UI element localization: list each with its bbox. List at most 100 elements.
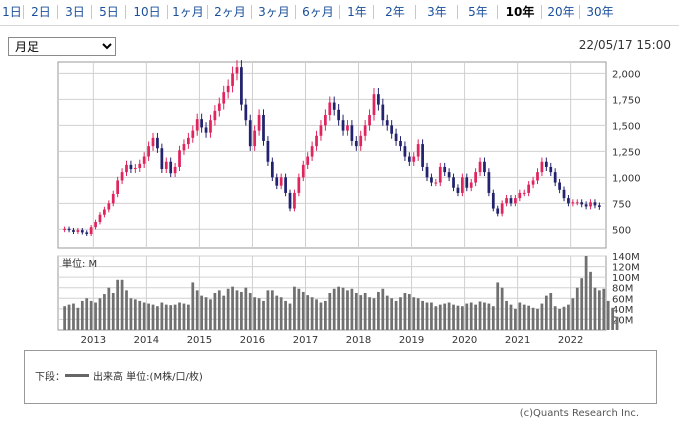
candle-body xyxy=(151,137,155,147)
candle-body xyxy=(553,172,557,183)
tab-separator xyxy=(167,5,168,19)
volume-bar xyxy=(103,294,106,330)
tab-10年[interactable]: 10年 xyxy=(505,5,535,19)
volume-bar xyxy=(368,297,371,330)
volume-bar xyxy=(107,287,111,330)
tab-5年[interactable]: 5年 xyxy=(468,5,488,19)
candle-body xyxy=(301,164,305,178)
volume-bar xyxy=(200,295,203,330)
candle-body xyxy=(310,146,314,157)
volume-bar xyxy=(399,297,402,330)
candle-body xyxy=(412,156,416,162)
volume-bar xyxy=(89,300,93,330)
tab-3ヶ月[interactable]: 3ヶ月 xyxy=(258,5,290,19)
volume-bar xyxy=(461,306,464,330)
candle-body xyxy=(443,166,447,173)
volume-bar xyxy=(456,305,460,330)
candle-body xyxy=(98,214,102,223)
candle-body xyxy=(270,161,274,178)
volume-bar xyxy=(94,302,97,330)
candle-body xyxy=(531,180,535,185)
volume-bar xyxy=(416,298,420,330)
candle-body xyxy=(324,114,327,126)
tab-2ヶ月[interactable]: 2ヶ月 xyxy=(214,5,246,19)
volume-bar xyxy=(209,299,212,330)
candle-body xyxy=(195,119,199,131)
candle-body xyxy=(257,114,261,131)
tab-30年[interactable]: 30年 xyxy=(586,5,614,19)
volume-bar xyxy=(527,305,531,330)
candle-body xyxy=(434,182,438,184)
candle-body xyxy=(571,202,575,204)
candle-body xyxy=(359,135,363,147)
candle-body xyxy=(438,166,442,183)
candle-body xyxy=(142,156,146,164)
candle-body xyxy=(562,189,566,199)
volume-bar xyxy=(169,305,173,330)
volume-bar xyxy=(536,308,539,330)
tab-1日[interactable]: 1日 xyxy=(2,5,22,19)
candle-body xyxy=(94,222,97,228)
volume-bar xyxy=(80,300,84,330)
candle-body xyxy=(187,137,190,145)
volume-bar xyxy=(142,302,146,330)
volume-bar xyxy=(350,288,354,330)
volume-bar xyxy=(111,293,115,330)
price-tick-label: 1,000 xyxy=(612,173,641,184)
volume-bar xyxy=(598,290,601,330)
tab-3日[interactable]: 3日 xyxy=(65,5,85,19)
candle-body xyxy=(544,161,548,167)
volume-bar xyxy=(430,302,433,330)
candle-body xyxy=(328,102,332,115)
candle-body xyxy=(200,119,203,128)
year-tick-label: 2018 xyxy=(346,335,371,346)
candle-body xyxy=(209,120,212,133)
volume-bar xyxy=(279,297,283,330)
tab-5日[interactable]: 5日 xyxy=(99,5,119,19)
candle-body xyxy=(363,125,367,136)
candle-body xyxy=(76,230,80,232)
candle-body xyxy=(319,125,323,136)
candle-body xyxy=(580,202,584,205)
candle-body xyxy=(284,177,287,193)
volume-bar xyxy=(558,308,561,330)
candle-body xyxy=(549,166,553,173)
volume-bar xyxy=(125,290,128,330)
volume-bar xyxy=(580,278,584,330)
tab-10日[interactable]: 10日 xyxy=(133,5,161,19)
candle-body xyxy=(147,146,150,157)
volume-bar xyxy=(116,279,120,330)
candle-body xyxy=(85,232,89,234)
candle-body xyxy=(341,120,345,131)
candle-body xyxy=(394,133,398,141)
candle-body xyxy=(527,184,531,193)
volume-bar xyxy=(447,302,451,330)
tab-separator xyxy=(339,5,340,19)
price-tick-label: 1,500 xyxy=(612,121,641,132)
volume-bar xyxy=(443,303,447,330)
tab-separator xyxy=(91,5,92,19)
candle-body xyxy=(368,114,371,126)
volume-bar xyxy=(562,306,566,330)
candle-interval-select[interactable]: 月足 xyxy=(8,37,116,56)
volume-bar xyxy=(270,290,274,330)
tab-1ヶ月[interactable]: 1ヶ月 xyxy=(172,5,204,19)
candle-body xyxy=(522,192,526,194)
volume-bar xyxy=(178,302,181,330)
tab-3年[interactable]: 3年 xyxy=(427,5,447,19)
tab-2年[interactable]: 2年 xyxy=(385,5,405,19)
tab-1年[interactable]: 1年 xyxy=(347,5,367,19)
volume-bar xyxy=(390,298,394,330)
candle-body xyxy=(262,114,265,141)
tab-20年[interactable]: 20年 xyxy=(547,5,575,19)
volume-bar xyxy=(319,302,323,330)
candle-body xyxy=(421,144,424,167)
volume-bar xyxy=(257,298,261,330)
year-tick-label: 2015 xyxy=(187,335,212,346)
candle-body xyxy=(589,202,592,207)
candle-body xyxy=(213,110,217,121)
tab-6ヶ月[interactable]: 6ヶ月 xyxy=(302,5,334,19)
volume-bar xyxy=(509,304,513,330)
tab-2日[interactable]: 2日 xyxy=(31,5,51,19)
candle-body xyxy=(456,187,460,193)
